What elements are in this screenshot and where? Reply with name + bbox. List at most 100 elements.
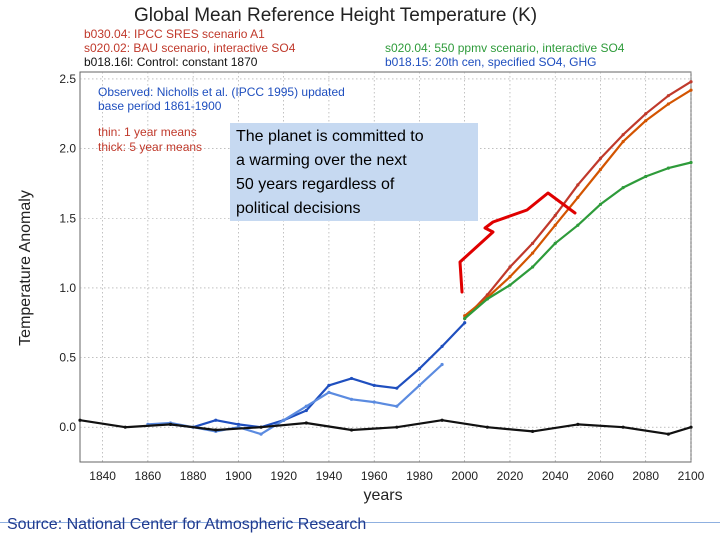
series-point-3: [463, 321, 467, 325]
x-tick-label: 2020: [497, 469, 524, 483]
series-point-5: [259, 425, 263, 429]
series-point-2: [553, 241, 557, 245]
legend-entry-s020-04: s020.04: 550 ppmv scenario, interactive …: [385, 41, 625, 55]
series-point-1: [621, 140, 625, 144]
y-tick-label: 0.0: [59, 420, 76, 434]
series-point-3: [372, 383, 376, 387]
x-tick-label: 2040: [542, 469, 569, 483]
series-point-3: [214, 418, 218, 422]
callout-box: The planet is committed to a warming ove…: [230, 123, 478, 221]
x-tick-label: 1860: [135, 469, 162, 483]
series-point-3: [417, 367, 422, 371]
series-point-5: [349, 428, 354, 432]
series-point-0: [666, 94, 670, 98]
y-tick-label: 2.5: [59, 72, 76, 86]
legend-entry-b030: b030.04: IPCC SRES scenario A1: [84, 27, 265, 41]
series-point-5: [214, 428, 218, 432]
callout-bracket: [458, 191, 577, 294]
y-tick-label: 0.5: [59, 351, 76, 365]
series-point-0: [530, 241, 535, 245]
series-point-2: [598, 202, 603, 206]
y-tick-labels: 0.0 0.5 1.0 1.5 2.0 2.5: [59, 72, 76, 434]
series-point-5: [304, 421, 308, 425]
series-point-1: [576, 195, 580, 199]
series-point-5: [621, 425, 625, 429]
series-point-2: [508, 283, 512, 287]
series-point-2: [666, 166, 670, 170]
series-point-1: [666, 102, 670, 106]
series-point-5: [576, 422, 580, 426]
annotation-observed: Observed: Nicholls et al. (IPCC 1995) up…: [98, 85, 345, 99]
series-point-1: [689, 88, 693, 92]
x-tick-label: 1940: [316, 469, 343, 483]
series-point-0: [689, 80, 693, 84]
series-point-3: [304, 408, 308, 413]
series-point-3: [440, 344, 444, 348]
series-point-1: [598, 167, 603, 172]
series-point-3: [236, 422, 241, 426]
series-point-2: [576, 223, 580, 227]
series-point-2: [689, 160, 693, 165]
series-point-5: [168, 422, 173, 426]
series-point-0: [621, 133, 625, 137]
series-point-1: [530, 251, 535, 255]
x-tick-label: 1980: [406, 469, 433, 483]
series-point-2: [485, 297, 489, 301]
chart-title: Global Mean Reference Height Temperature…: [134, 5, 537, 26]
source-divider: [0, 522, 720, 523]
series-point-3: [349, 376, 354, 381]
annotation-thick: thick: 5 year means: [98, 140, 202, 154]
annotation-thin: thin: 1 year means: [98, 125, 197, 139]
series-point-4: [327, 390, 331, 394]
series-point-5: [78, 418, 82, 422]
x-tick-labels: 1840 1860 1880 1900 1920 1940 1960 1980 2000 2020…: [89, 469, 704, 483]
series-point-0: [508, 265, 512, 269]
series-point-4: [417, 383, 422, 387]
series-point-0: [598, 156, 603, 160]
series-point-0: [576, 183, 580, 187]
series-point-5: [395, 425, 399, 429]
y-axis-label: Temperature Anomaly: [17, 190, 34, 346]
series-point-1: [553, 223, 557, 227]
series-point-4: [395, 404, 399, 408]
x-tick-label: 2080: [632, 469, 659, 483]
series-point-0: [644, 112, 648, 116]
x-tick-label: 1840: [89, 469, 116, 483]
series-point-2: [621, 186, 625, 190]
callout-line: 50 years regardless of: [236, 176, 395, 193]
x-tick-label: 1960: [361, 469, 388, 483]
callout-line: political decisions: [236, 200, 361, 217]
series-point-2: [530, 265, 535, 269]
y-tick-label: 1.5: [59, 211, 76, 225]
series-point-4: [304, 404, 308, 408]
callout-line: a warming over the next: [236, 152, 407, 169]
series-point-5: [666, 432, 670, 436]
legend-entry-b018-16l: b018.16l: Control: constant 1870: [84, 55, 258, 69]
x-tick-label: 1920: [270, 469, 297, 483]
series-point-5: [440, 418, 444, 422]
series-point-5: [689, 425, 693, 429]
series-point-3: [395, 386, 399, 390]
series-point-1: [644, 119, 648, 123]
series-point-0: [553, 213, 557, 218]
x-tick-label: 2060: [587, 469, 614, 483]
x-tick-label: 2000: [451, 469, 478, 483]
legend-entry-s020-02: s020.02: BAU scenario, interactive SO4: [84, 41, 296, 55]
series-point-4: [282, 418, 286, 422]
series-point-3: [327, 383, 331, 387]
series-point-5: [123, 425, 127, 429]
annotation-base-period: base period 1861-1900: [98, 99, 222, 113]
series-point-4: [259, 432, 263, 436]
legend-entry-b018-15: b018.15: 20th cen, specified SO4, GHG: [385, 55, 596, 69]
series-point-5: [485, 425, 489, 429]
series-point-4: [349, 397, 354, 401]
series-line-3: [169, 321, 466, 429]
series-point-4: [372, 400, 376, 404]
series-line-0: [463, 80, 693, 320]
series-layer: [78, 80, 693, 436]
plot-frame: [79, 71, 692, 463]
x-tick-label: 2100: [678, 469, 705, 483]
callout-line: The planet is committed to: [236, 128, 424, 145]
x-tick-label: 1900: [225, 469, 252, 483]
